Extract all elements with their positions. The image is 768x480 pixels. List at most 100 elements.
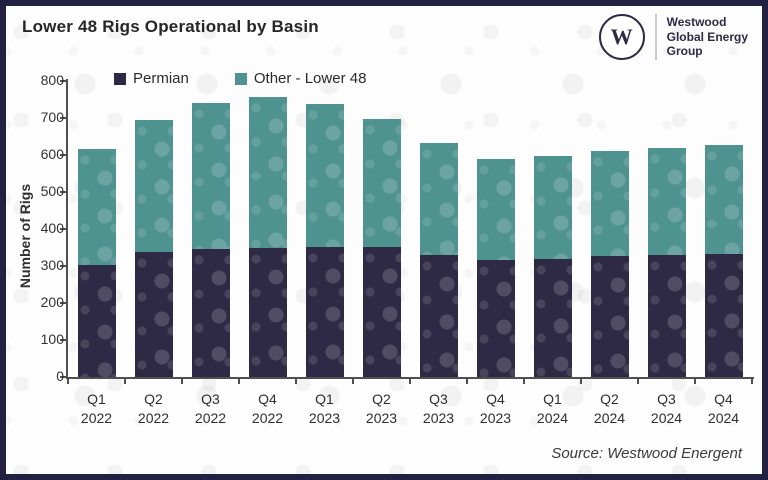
chart-legend: Permian Other - Lower 48 xyxy=(114,70,366,87)
x-axis-label: Q1 2023 xyxy=(296,390,353,428)
x-tick-mark xyxy=(238,379,240,384)
bar-slot-q3-2024 xyxy=(638,81,695,377)
permian-swatch-icon xyxy=(114,72,126,85)
x-label-quarter: Q3 xyxy=(201,391,220,407)
y-tick-label: 300 xyxy=(40,257,64,273)
x-label-year: 2023 xyxy=(308,409,341,426)
bar-segment-permian xyxy=(419,254,458,378)
x-label-year: 2024 xyxy=(707,409,740,426)
source-caption: Source: Westwood Energent xyxy=(551,445,742,462)
x-label-quarter: Q3 xyxy=(429,391,448,407)
y-tick-label: 200 xyxy=(40,294,64,310)
bar-segment-other xyxy=(476,158,515,260)
x-axis-label: Q1 2022 xyxy=(68,390,125,428)
x-axis-label: Q2 2024 xyxy=(581,390,638,428)
bar-stack xyxy=(533,155,572,377)
x-axis-label: Q4 2023 xyxy=(467,390,524,428)
westwood-monogram-icon: W xyxy=(598,14,645,60)
x-axis-label: Q1 2024 xyxy=(524,390,581,428)
bar-slot-q3-2023 xyxy=(410,81,467,378)
bar-segment-permian xyxy=(590,255,629,378)
x-label-quarter: Q2 xyxy=(144,391,163,407)
bar-stack xyxy=(362,119,401,378)
logo-divider xyxy=(654,14,657,60)
bar-stack xyxy=(476,158,515,378)
bar-segment-other xyxy=(248,96,287,249)
legend-label-permian: Permian xyxy=(133,70,189,87)
bar-stack xyxy=(647,147,686,377)
bar-stack xyxy=(134,119,173,377)
x-label-year: 2022 xyxy=(251,409,284,426)
bar-stack xyxy=(191,103,230,377)
bar-stack xyxy=(77,149,116,378)
x-axis-label: Q3 2023 xyxy=(410,390,467,428)
bar-segment-permian xyxy=(248,248,287,377)
y-tick-label: 400 xyxy=(40,220,64,236)
y-tick-mark xyxy=(60,80,66,82)
bar-slot-q1-2024 xyxy=(524,81,581,377)
bar-segment-other xyxy=(77,149,116,266)
logo-line2: Global Energy xyxy=(666,29,748,44)
logo-line1: Westwood xyxy=(666,15,727,30)
y-tick-mark xyxy=(60,302,66,304)
x-label-quarter: Q1 xyxy=(315,391,334,407)
bar-chart-plot-area xyxy=(68,81,752,378)
bar-segment-other xyxy=(647,147,686,256)
x-tick-mark xyxy=(124,379,126,384)
x-tick-mark xyxy=(637,379,639,384)
x-label-quarter: Q4 xyxy=(258,391,277,407)
bar-segment-permian xyxy=(305,246,344,378)
bar-segment-permian xyxy=(704,253,743,378)
bar-segment-permian xyxy=(533,259,572,377)
bar-slot-q2-2022 xyxy=(125,81,182,377)
x-label-quarter: Q1 xyxy=(87,391,106,407)
x-axis-label: Q4 2022 xyxy=(239,390,296,428)
x-label-year: 2022 xyxy=(137,409,170,426)
x-label-year: 2023 xyxy=(479,409,512,426)
x-label-quarter: Q2 xyxy=(372,391,391,407)
x-axis-labels: Q1 2022 Q2 2022 Q3 2022 Q4 2022 Q1 2023 Q2 2023 Q3 20… xyxy=(68,390,752,428)
bar-segment-other xyxy=(590,151,629,256)
y-tick-mark xyxy=(60,228,66,230)
logo-line3: Group xyxy=(666,44,703,59)
bar-slot-q2-2024 xyxy=(581,81,638,378)
x-axis-label: Q4 2024 xyxy=(695,390,752,428)
y-tick-mark xyxy=(60,117,66,119)
x-tick-mark xyxy=(352,379,354,384)
bar-slot-q1-2023 xyxy=(296,81,353,378)
bar-segment-other xyxy=(305,104,344,248)
x-label-quarter: Q2 xyxy=(600,391,619,407)
x-tick-mark xyxy=(751,379,753,384)
x-label-year: 2024 xyxy=(650,409,683,426)
bar-slot-q4-2023 xyxy=(467,81,524,378)
x-tick-mark xyxy=(409,379,411,384)
bar-segment-other xyxy=(419,142,458,256)
bar-stack xyxy=(704,145,743,378)
x-label-quarter: Q4 xyxy=(714,391,733,407)
y-axis-line xyxy=(66,79,68,379)
bar-segment-other xyxy=(134,119,173,253)
x-label-quarter: Q3 xyxy=(657,391,676,407)
x-tick-mark xyxy=(580,379,582,384)
bar-segment-other xyxy=(533,155,572,260)
y-tick-mark xyxy=(60,265,66,267)
y-tick-label: 800 xyxy=(40,72,64,88)
x-axis-line xyxy=(66,377,754,379)
bar-segment-other xyxy=(362,119,401,247)
x-label-year: 2022 xyxy=(194,409,227,426)
westwood-logo: W Westwood Global Energy Group xyxy=(598,14,748,60)
y-tick-mark xyxy=(60,339,66,341)
bar-segment-permian xyxy=(476,259,515,378)
legend-label-other: Other - Lower 48 xyxy=(253,70,367,87)
bar-segment-permian xyxy=(134,252,173,377)
bar-slot-q4-2022 xyxy=(239,81,296,377)
other-swatch-icon xyxy=(234,72,247,85)
y-tick-label: 100 xyxy=(40,331,64,347)
x-tick-mark xyxy=(295,379,297,384)
bar-stack xyxy=(590,151,629,378)
y-tick-mark xyxy=(60,191,66,193)
bar-slot-q1-2022 xyxy=(68,81,125,378)
bar-segment-permian xyxy=(77,264,116,378)
bar-segment-other xyxy=(704,145,743,254)
